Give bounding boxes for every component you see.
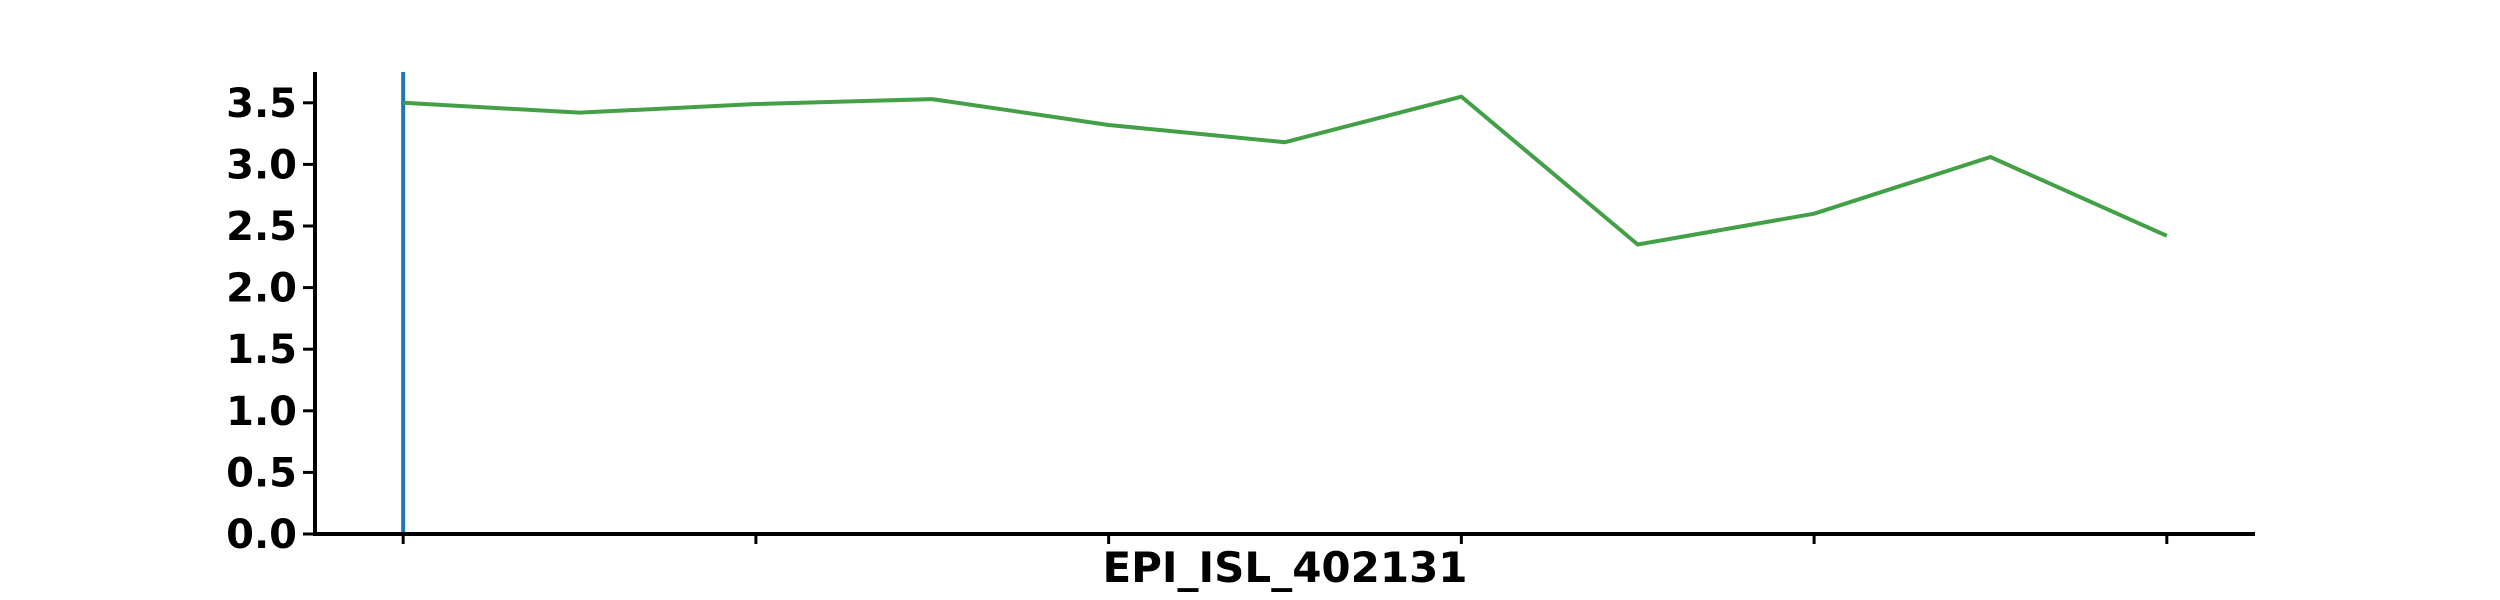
series-line (403, 94, 2168, 247)
y-tick-label: 2.0 (226, 266, 297, 312)
y-tick-label: 0.0 (226, 512, 297, 558)
series-marks (401, 72, 2168, 534)
y-tick-label: 3.5 (226, 81, 297, 127)
y-tick-label: 2.5 (226, 204, 297, 250)
y-tick-label: 0.5 (226, 450, 297, 496)
y-tick-label: 3.0 (226, 142, 297, 188)
x-axis-label: EPI_ISL_402131 (1102, 543, 1467, 592)
y-tick-label: 1.0 (226, 389, 297, 435)
y-tick-label: 1.5 (226, 327, 297, 373)
y-axis-ticks: 0.0 0.5 1.0 1.5 2.0 2.5 3.0 3.5 (226, 81, 315, 558)
